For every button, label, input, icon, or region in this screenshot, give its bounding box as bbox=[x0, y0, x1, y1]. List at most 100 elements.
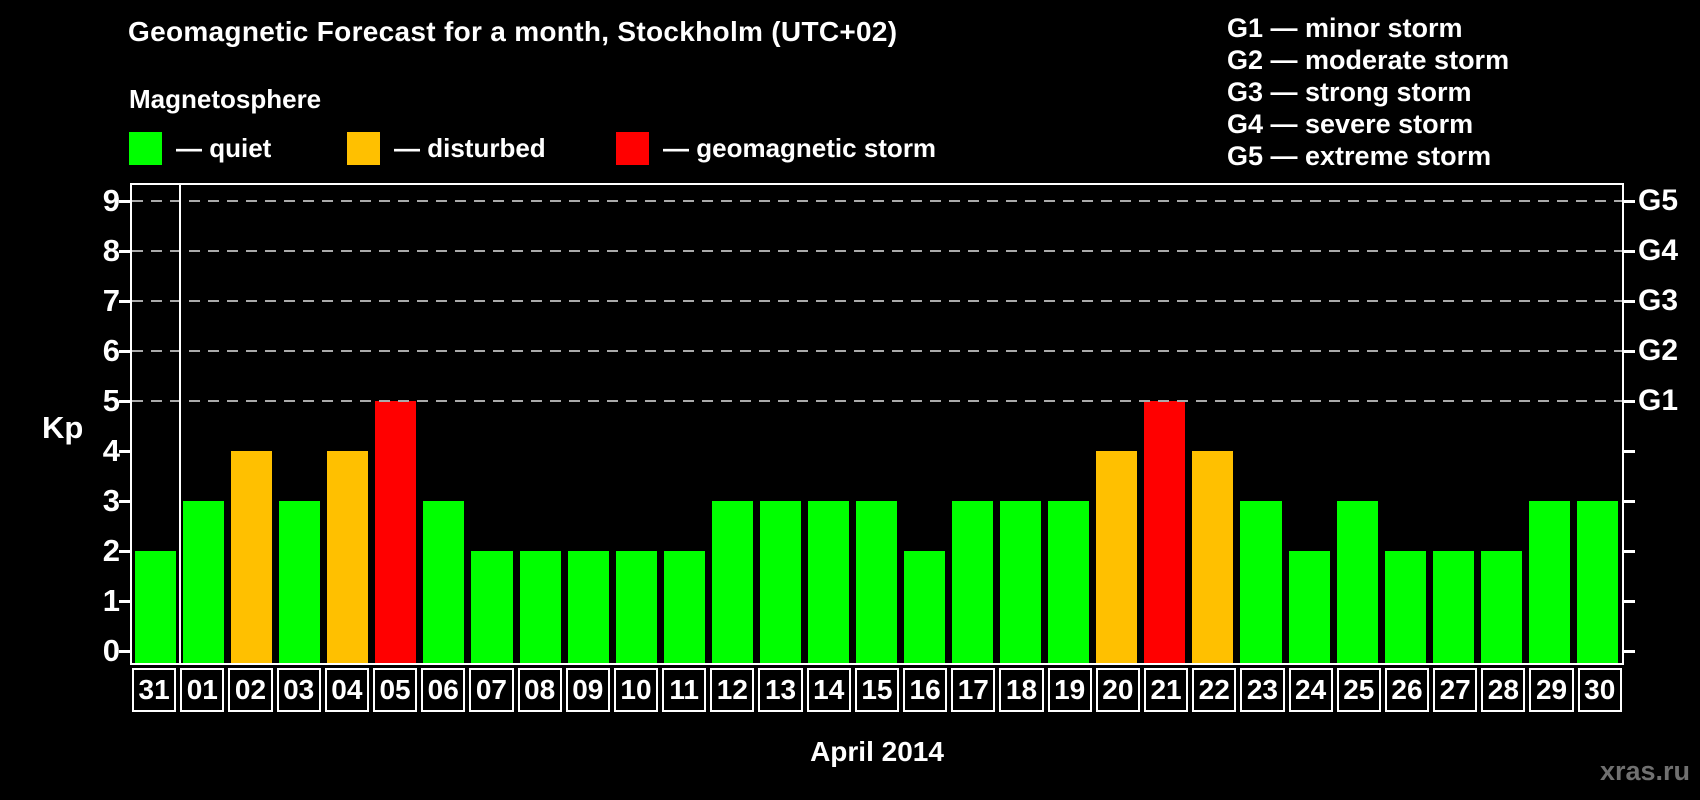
y-tick-label-3: 3 bbox=[102, 483, 120, 518]
day-label-23: 23 bbox=[1240, 668, 1285, 712]
g-scale-label-g2: G2 bbox=[1638, 334, 1679, 367]
day-column-06 bbox=[420, 185, 468, 663]
tick-right-kp-7 bbox=[1624, 300, 1635, 303]
tick-right-kp-4 bbox=[1624, 450, 1635, 453]
kp-bar-day-04 bbox=[327, 451, 369, 663]
kp-bar-day-28 bbox=[1480, 551, 1522, 663]
kp-bar-day-02 bbox=[231, 451, 273, 663]
tick-right-kp-8 bbox=[1624, 250, 1635, 253]
day-label-19: 19 bbox=[1047, 668, 1092, 712]
day-column-10 bbox=[613, 185, 661, 663]
g-scale-label-g4: G4 bbox=[1638, 234, 1679, 267]
storm-scale-legend: G1 — minor storm G2 — moderate storm G3 … bbox=[1227, 12, 1509, 172]
kp-bar-day-01 bbox=[183, 501, 225, 663]
storm-scale-g1: G1 — minor storm bbox=[1227, 13, 1463, 43]
day-label-28: 28 bbox=[1481, 668, 1526, 712]
legend-disturbed-label: — disturbed bbox=[394, 132, 546, 163]
day-column-26 bbox=[1382, 185, 1430, 663]
legend-quiet-swatch bbox=[129, 131, 162, 165]
day-label-03: 03 bbox=[276, 668, 321, 712]
bars-row bbox=[132, 185, 1622, 663]
kp-bar-day-05 bbox=[375, 401, 417, 663]
day-column-03 bbox=[276, 185, 324, 663]
day-column-28 bbox=[1478, 185, 1526, 663]
kp-bar-day-14 bbox=[807, 501, 849, 663]
day-label-04: 04 bbox=[324, 668, 369, 712]
y-axis-title: Kp bbox=[42, 410, 84, 445]
kp-bar-day-09 bbox=[567, 551, 609, 663]
day-column-25 bbox=[1334, 185, 1382, 663]
legend-item-disturbed: — disturbed bbox=[347, 131, 546, 165]
tick-right-kp-0 bbox=[1624, 650, 1635, 653]
day-column-27 bbox=[1430, 185, 1478, 663]
day-label-29: 29 bbox=[1529, 668, 1574, 712]
day-column-30 bbox=[1574, 185, 1622, 663]
kp-bar-day-19 bbox=[1048, 501, 1090, 663]
tick-left-kp-6 bbox=[119, 350, 130, 353]
day-label-11: 11 bbox=[662, 668, 707, 712]
day-label-26: 26 bbox=[1384, 668, 1430, 712]
right-axis-g-labels: G1 G2 G3 G4 G5 bbox=[1638, 183, 1700, 669]
kp-bar-day-20 bbox=[1096, 451, 1138, 663]
kp-bar-day-08 bbox=[519, 551, 561, 663]
day-column-01 bbox=[180, 185, 228, 663]
kp-bar-day-03 bbox=[279, 501, 321, 663]
day-label-05: 05 bbox=[372, 668, 418, 712]
day-label-20: 20 bbox=[1095, 668, 1140, 712]
day-label-02: 02 bbox=[228, 668, 273, 712]
day-column-05 bbox=[372, 185, 420, 663]
kp-bar-day-21 bbox=[1144, 401, 1186, 663]
tick-left-kp-2 bbox=[119, 550, 130, 553]
day-label-12: 12 bbox=[710, 668, 755, 712]
y-axis-tick-labels: 0 1 2 3 4 5 6 7 8 9 bbox=[0, 183, 120, 669]
y-tick-label-6: 6 bbox=[102, 333, 120, 368]
day-label-07: 07 bbox=[469, 668, 514, 712]
y-tick-label-8: 8 bbox=[102, 233, 120, 268]
day-column-18 bbox=[997, 185, 1045, 663]
day-label-30: 30 bbox=[1577, 668, 1622, 712]
day-column-14 bbox=[805, 185, 853, 663]
day-column-23 bbox=[1237, 185, 1285, 663]
legend-quiet-label: — quiet bbox=[176, 132, 272, 163]
g-scale-label-g1: G1 bbox=[1638, 384, 1679, 417]
day-column-31 bbox=[132, 185, 180, 663]
g-scale-label-g3: G3 bbox=[1638, 284, 1679, 317]
kp-bar-day-17 bbox=[952, 501, 994, 663]
day-column-12 bbox=[709, 185, 757, 663]
tick-left-kp-3 bbox=[119, 500, 130, 503]
day-column-13 bbox=[757, 185, 805, 663]
g-scale-label-g5: G5 bbox=[1638, 184, 1679, 217]
storm-scale-g3: G3 — strong storm bbox=[1227, 77, 1472, 107]
day-label-08: 08 bbox=[517, 668, 562, 712]
kp-bar-day-15 bbox=[855, 501, 897, 663]
tick-right-kp-9 bbox=[1624, 200, 1635, 203]
kp-bar-day-11 bbox=[663, 551, 705, 663]
gridline-kp-6 bbox=[132, 350, 1622, 352]
gridline-kp-9 bbox=[132, 200, 1622, 202]
day-label-06: 06 bbox=[421, 668, 466, 712]
x-axis-title: April 2014 bbox=[810, 736, 944, 767]
day-label-31: 31 bbox=[132, 668, 177, 712]
tick-right-kp-3 bbox=[1624, 500, 1635, 503]
kp-bar-day-23 bbox=[1240, 501, 1282, 663]
legend-item-storm: — geomagnetic storm bbox=[616, 131, 936, 165]
chart-title: Geomagnetic Forecast for a month, Stockh… bbox=[128, 16, 898, 47]
day-column-21 bbox=[1141, 185, 1189, 663]
kp-bar-day-18 bbox=[1000, 501, 1042, 663]
y-tick-label-0: 0 bbox=[102, 633, 120, 668]
gridline-kp-8 bbox=[132, 250, 1622, 252]
y-tick-label-1: 1 bbox=[102, 583, 120, 618]
day-column-24 bbox=[1286, 185, 1334, 663]
magnetosphere-subtitle: Magnetosphere bbox=[129, 84, 322, 114]
kp-bar-day-07 bbox=[471, 551, 513, 663]
day-label-10: 10 bbox=[613, 668, 659, 712]
kp-bar-day-25 bbox=[1336, 501, 1378, 663]
kp-bar-day-27 bbox=[1432, 551, 1474, 663]
day-label-09: 09 bbox=[565, 668, 610, 712]
legend-storm-label: — geomagnetic storm bbox=[663, 132, 937, 163]
kp-bar-day-29 bbox=[1528, 501, 1570, 663]
tick-left-kp-8 bbox=[119, 250, 130, 253]
kp-bar-day-16 bbox=[904, 551, 946, 663]
tick-left-kp-7 bbox=[119, 300, 130, 303]
